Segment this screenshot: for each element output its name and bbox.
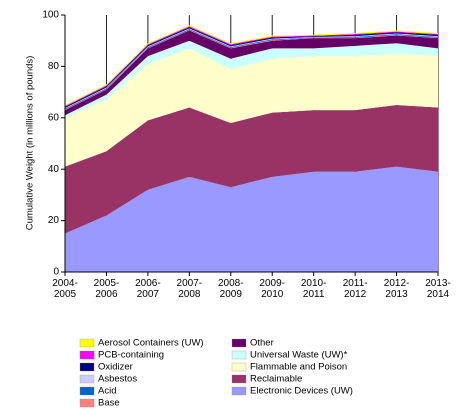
y-tick-label: 100 (42, 10, 59, 21)
area (65, 48, 438, 167)
x-tick-label: 2006-2007 (135, 278, 161, 300)
legend-label: Other (250, 338, 274, 349)
area (65, 104, 438, 234)
legend-swatch (231, 362, 247, 372)
legend-label: Oxidizer (98, 362, 133, 373)
x-tick-label: 2010-2011 (301, 278, 327, 300)
legend-label: Acid (98, 386, 116, 397)
legend-swatch (79, 350, 95, 360)
legend-label: Flammable and Poison (250, 362, 347, 373)
legend-swatch (79, 374, 95, 384)
y-tick-label: 0 (53, 267, 59, 278)
x-tick-label: 2004-2005 (52, 278, 78, 300)
legend-swatch (79, 338, 95, 348)
legend-swatch (231, 338, 247, 348)
legend-label: Asbestos (98, 374, 137, 385)
legend-swatch (79, 362, 95, 372)
area (65, 30, 438, 116)
legend: Aerosol Containers (UW)PCB-containingOxi… (79, 338, 353, 409)
y-tick-label: 60 (48, 112, 60, 123)
y-tick-label: 80 (48, 61, 60, 72)
legend-label: Electronic Devices (UW) (250, 386, 353, 397)
x-tick-label: 2005-2006 (94, 278, 120, 300)
y-tick-label: 40 (48, 164, 60, 175)
y-axis-label: Cumulative Weight (in millions of pounds… (25, 56, 36, 231)
legend-swatch (79, 386, 95, 396)
x-tick-label: 2008-2009 (218, 278, 244, 300)
legend-label: Universal Waste (UW)* (250, 350, 348, 361)
legend-label: PCB-containing (98, 350, 164, 361)
y-tick-label: 20 (48, 215, 60, 226)
legend-label: Aerosol Containers (UW) (98, 338, 204, 349)
x-tick-label: 2007-2008 (177, 278, 203, 300)
legend-swatch (231, 386, 247, 396)
legend-swatch (231, 350, 247, 360)
legend-label: Reclaimable (250, 374, 302, 385)
legend-swatch (231, 374, 247, 384)
x-tick-label: 2013-2014 (425, 278, 451, 300)
area (65, 166, 438, 272)
x-tick-label: 2009-2010 (259, 278, 285, 300)
legend-label: Base (98, 398, 120, 409)
area (65, 40, 438, 118)
x-tick-label: 2011-2012 (343, 278, 368, 300)
legend-swatch (79, 398, 95, 408)
x-tick-label: 2012-2013 (384, 278, 410, 300)
